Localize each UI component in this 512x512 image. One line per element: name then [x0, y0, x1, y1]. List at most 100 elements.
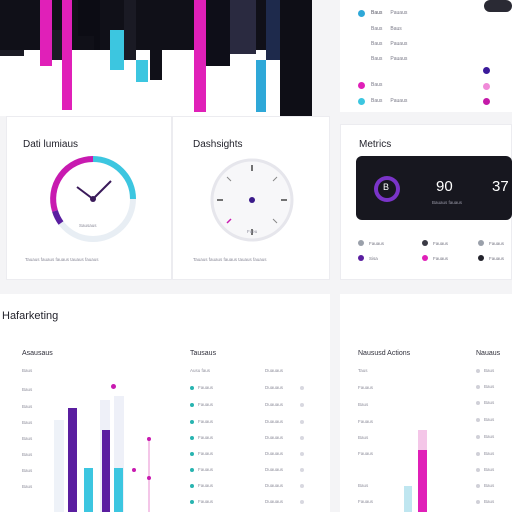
list-item: Baus	[484, 434, 495, 439]
metrics-panel[interactable]: B 90 37 Bauaus fauaus	[356, 156, 512, 220]
legend-item: Fauaus	[422, 255, 448, 261]
list-item[interactable]: Baus Pauaus	[371, 56, 408, 62]
axis-label: Baus	[22, 404, 33, 409]
list-item: Baus	[484, 368, 495, 373]
list-item: Baus	[484, 384, 495, 389]
list-item[interactable]: Baus Pauaus	[371, 41, 408, 47]
status-dot-icon	[190, 420, 194, 424]
chart-point	[132, 468, 136, 472]
card-title: Dati lumiaus	[23, 139, 79, 150]
list-item: Baus	[358, 483, 369, 488]
status-dot-icon	[190, 452, 194, 456]
list-item: Baus	[484, 499, 495, 504]
list-item: Baus	[484, 467, 495, 472]
chart-bar	[84, 468, 93, 512]
status-dot-icon	[483, 83, 490, 90]
table-cell: Duauaus	[265, 385, 284, 390]
status-dot-icon	[190, 403, 194, 407]
table-cell: Duauaus	[265, 467, 284, 472]
gauge-caption: Sausaus	[79, 223, 97, 228]
table-cell: Fauaus	[198, 402, 214, 407]
table-header: Duauaus	[265, 368, 284, 373]
axis-label: Baus	[22, 368, 33, 373]
list-item: Fauaus	[358, 385, 374, 390]
list-item[interactable]: Baus Pauaus	[358, 96, 415, 106]
table-cell: Duauaus	[265, 435, 284, 440]
chart-bar	[102, 430, 110, 512]
axis-label: Baus	[22, 468, 33, 473]
column-header: Tausaus	[190, 350, 217, 357]
table-cell: Fauaus	[198, 419, 214, 424]
metric-value: 37	[492, 178, 509, 195]
top-status-list: Baus Pauaus Baus Baus Baus Pauaus Baus P…	[340, 0, 512, 112]
chart-point	[147, 437, 151, 441]
chart-bar	[418, 450, 427, 512]
gauge-chart	[50, 156, 136, 242]
metric-sublabel: Bauaus fauaus	[432, 200, 463, 205]
list-item[interactable]: Baus Baus	[371, 26, 402, 32]
top-toggle-pill[interactable]	[484, 0, 512, 12]
table-cell: Fauaus	[198, 451, 214, 456]
chart-bar	[68, 408, 77, 512]
legend-item: Fauaus	[358, 240, 384, 246]
card-title: Metrics	[359, 139, 392, 150]
status-dot-icon	[358, 9, 365, 17]
status-dot-icon	[483, 98, 490, 105]
table-cell: Fauaus	[198, 499, 214, 504]
list-item: Baus	[358, 402, 369, 407]
table-cell: Duauaus	[265, 419, 284, 424]
card-footer: Tauaus fauaus fauaus tauaus fauaus	[25, 257, 99, 262]
list-item: Taus	[358, 368, 368, 373]
legend-item: Fauaus	[422, 240, 448, 246]
table-cell: Fauaus	[198, 467, 214, 472]
metric-icon-letter: B	[383, 182, 390, 192]
table-cell: Fauaus	[198, 435, 214, 440]
list-item[interactable]: Baus Pauaus	[358, 8, 415, 18]
table-cell: Fauaus	[198, 385, 214, 390]
legend-item: Sisa	[358, 255, 378, 261]
list-item: Fauaus	[358, 451, 374, 456]
status-dot-icon	[190, 484, 194, 488]
metric-ring-icon	[374, 176, 400, 202]
chart-bar	[114, 468, 123, 512]
list-item: Baus	[484, 451, 495, 456]
axis-label: Baus	[22, 436, 33, 441]
table-cell: Duauaus	[265, 402, 284, 407]
status-dot-icon	[190, 468, 194, 472]
status-dot-icon	[190, 436, 194, 440]
list-item: Baus	[484, 483, 495, 488]
column-header: Asausaus	[22, 350, 53, 357]
table-cell: Duauaus	[265, 451, 284, 456]
metric-value: 90	[436, 178, 453, 195]
column-header: Nauaus	[476, 350, 501, 357]
legend-item: Fauaus	[478, 240, 504, 246]
list-item[interactable]: Baus	[358, 80, 390, 90]
clock-label: Fueu	[247, 229, 258, 234]
chart-bar	[114, 396, 124, 512]
status-dot-icon	[483, 67, 490, 74]
chart-point	[147, 476, 151, 480]
clock-card: Dashsights Fueu Tauaus fauaus fauaus tau…	[172, 116, 330, 280]
table-cell: Duauaus	[265, 499, 284, 504]
axis-label: Baus	[22, 387, 33, 392]
column-header: Naususd Actions	[358, 350, 411, 357]
status-dot-icon	[190, 500, 194, 504]
list-item: Baus	[358, 435, 369, 440]
section-title: Hafarketing	[2, 310, 59, 322]
status-dot-icon	[190, 386, 194, 390]
list-item: Baus	[484, 417, 495, 422]
list-item: Baus	[484, 400, 495, 405]
chart-bar	[54, 420, 64, 512]
status-dot-icon	[358, 97, 365, 105]
list-item: Fauaus	[358, 419, 374, 424]
table-header: Ausu faus	[190, 368, 211, 373]
hero-bar-graphic	[0, 0, 312, 116]
table-cell: Duauaus	[265, 483, 284, 488]
axis-label: Baus	[22, 484, 33, 489]
axis-label: Baus	[22, 420, 33, 425]
card-title: Dashsights	[193, 139, 243, 150]
clock-icon	[210, 158, 294, 242]
table-cell: Fauaus	[198, 483, 214, 488]
list-item: Fauaus	[358, 499, 374, 504]
